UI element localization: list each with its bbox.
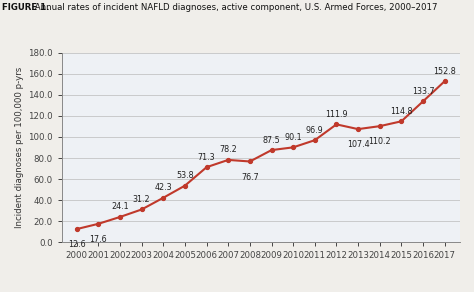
Text: 87.5: 87.5 xyxy=(263,135,281,145)
Text: 111.9: 111.9 xyxy=(325,110,348,119)
Text: 107.4: 107.4 xyxy=(347,140,369,149)
Text: 31.2: 31.2 xyxy=(133,195,151,204)
Text: 12.6: 12.6 xyxy=(68,240,86,249)
Y-axis label: Incident diagnoses per 100,000 p-yrs: Incident diagnoses per 100,000 p-yrs xyxy=(15,67,24,228)
Text: Annual rates of incident NAFLD diagnoses, active component, U.S. Armed Forces, 2: Annual rates of incident NAFLD diagnoses… xyxy=(32,3,438,12)
Text: 90.1: 90.1 xyxy=(284,133,302,142)
Text: 71.3: 71.3 xyxy=(198,153,215,162)
Text: 114.8: 114.8 xyxy=(390,107,412,116)
Text: 53.8: 53.8 xyxy=(176,171,194,180)
Text: 76.7: 76.7 xyxy=(241,173,259,182)
Text: 110.2: 110.2 xyxy=(368,137,391,146)
Text: FIGURE 1.: FIGURE 1. xyxy=(2,3,50,12)
Text: 78.2: 78.2 xyxy=(219,145,237,154)
Text: 133.7: 133.7 xyxy=(412,87,434,96)
Text: 17.6: 17.6 xyxy=(90,235,107,244)
Text: 152.8: 152.8 xyxy=(433,67,456,76)
Text: 24.1: 24.1 xyxy=(111,202,129,211)
Text: 42.3: 42.3 xyxy=(155,183,172,192)
Text: 96.9: 96.9 xyxy=(306,126,324,135)
